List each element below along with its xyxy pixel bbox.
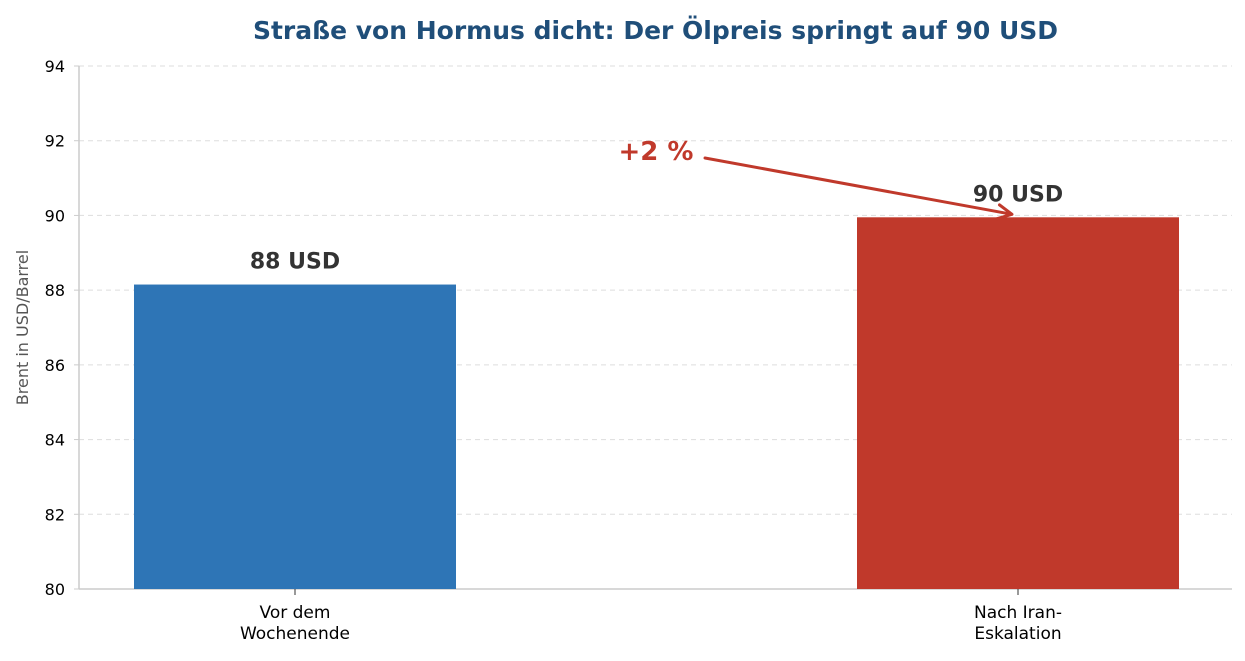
bar bbox=[857, 217, 1179, 589]
bar bbox=[134, 284, 456, 589]
value-labels: 88 USD 90 USD bbox=[250, 182, 1063, 274]
y-tick-labels: 80 82 84 86 88 90 92 94 bbox=[45, 57, 79, 599]
x-tick-labels: Vor dem Wochenende Nach Iran-Eskalation bbox=[240, 589, 1062, 644]
annotation: +2 % bbox=[619, 137, 1014, 221]
y-tick-label: 90 bbox=[45, 206, 65, 225]
x-tick-label-line: Wochenende bbox=[240, 624, 350, 644]
y-tick-label: 88 bbox=[45, 281, 65, 300]
value-label: 90 USD bbox=[973, 182, 1063, 207]
y-tick-label: 82 bbox=[45, 505, 65, 524]
value-label: 88 USD bbox=[250, 250, 340, 275]
bars bbox=[134, 217, 1179, 589]
chart-title: Straße von Hormus dicht: Der Ölpreis spr… bbox=[253, 15, 1058, 45]
y-tick-label: 94 bbox=[45, 57, 65, 76]
y-tick-label: 80 bbox=[45, 580, 65, 599]
x-tick-label-line: Eskalation bbox=[974, 624, 1061, 644]
y-axis-label: Brent in USD/Barrel bbox=[13, 250, 32, 405]
y-tick-label: 92 bbox=[45, 132, 65, 151]
y-tick-label: 84 bbox=[45, 431, 65, 450]
x-tick-label: Nach Iran-Eskalation bbox=[974, 603, 1062, 644]
x-tick-label-line: Vor dem bbox=[260, 603, 331, 623]
annotation-arrow bbox=[703, 156, 1014, 221]
x-tick-label-line: Nach Iran- bbox=[974, 603, 1062, 623]
annotation-text: +2 % bbox=[619, 137, 694, 167]
x-tick-label: Vor dem Wochenende bbox=[240, 603, 350, 644]
y-tick-label: 86 bbox=[45, 356, 65, 375]
